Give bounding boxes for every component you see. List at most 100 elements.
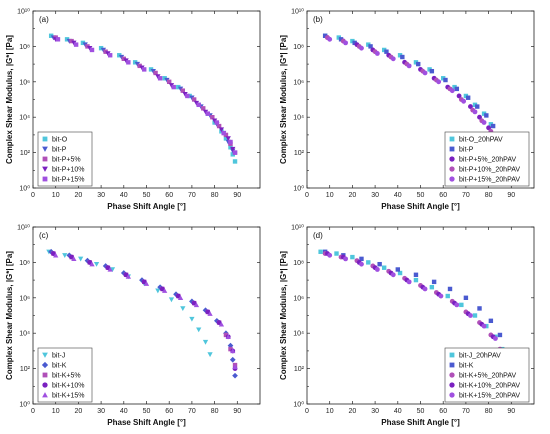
data-point [486,125,492,131]
data-point [477,114,482,120]
legend-box [444,131,530,187]
data-point [228,346,233,352]
x-tick-label: 40 [120,408,128,415]
data-point [202,307,209,314]
legend-entry: bit-J [52,353,65,360]
data-point [468,313,473,318]
legend-entry: bit-K [52,363,67,370]
data-point [211,118,218,124]
x-tick-label: 10 [326,192,334,199]
data-point [177,295,184,300]
legend-marker [41,361,49,369]
legend-marker [449,392,455,398]
data-point [189,298,195,305]
data-point [73,42,79,47]
x-tick-label: 50 [143,408,151,415]
data-point [381,265,387,270]
y-axis-label: Complex Shear Modulus, |G*| [Pa] [279,35,288,164]
data-point [366,260,371,265]
y-tick-label: 10⁶ [19,295,30,302]
data-point [109,267,116,273]
data-point [205,111,210,116]
data-point [381,47,387,53]
y-tick-label: 10⁴ [293,115,304,122]
data-point [225,334,231,339]
data-point [490,123,496,129]
data-point [343,256,349,262]
data-point [475,104,480,109]
data-point [193,100,200,106]
data-point [327,36,333,42]
data-point [223,332,229,338]
x-tick-label: 80 [485,408,493,415]
data-point [196,102,201,108]
legend-marker [42,372,48,378]
data-point [173,291,179,298]
legend-entry: bit-O [52,137,68,144]
data-point [207,311,213,316]
data-point [395,267,400,272]
data-point [228,139,233,145]
data-point [55,37,61,42]
data-point [452,84,457,90]
data-point [350,38,355,44]
x-tick-label: 20 [75,192,83,199]
legend-marker [449,372,455,378]
x-tick-label: 60 [439,192,447,199]
legend-entry: bit-P [459,147,474,154]
y-tick-label: 10⁴ [19,331,30,338]
legend-entry: bit-K+10% [52,383,85,390]
data-point [497,332,503,338]
data-point [139,65,145,71]
y-tick-label: 10¹⁰ [17,8,30,16]
legend-marker [449,136,455,142]
data-point [454,86,460,92]
x-tick-label: 60 [439,408,447,415]
data-point [481,323,487,329]
data-point [447,286,453,292]
x-tick-label: 90 [507,408,515,415]
y-tick-label: 10⁴ [293,331,304,338]
data-point [232,372,238,379]
data-point [182,91,188,97]
legend-marker [42,392,48,398]
y-tick-label: 10² [294,150,305,157]
legend-box [444,347,530,403]
data-point [477,306,482,311]
x-tick-label: 0 [305,408,309,415]
data-point [71,40,77,46]
legend-entry: bit-K+15% [52,393,85,400]
y-tick-label: 10² [20,366,31,373]
series-layer [46,248,238,379]
data-point [232,150,238,155]
data-point [449,88,455,94]
x-tick-label: 30 [371,192,379,199]
x-tick-label: 90 [233,408,241,415]
data-point [492,336,498,341]
chart-panel: 0 10 20 30 40 50 60 70 80 90 10⁰ 10² 10⁴ 10⁶ 10⁸ 10¹⁰ Ph… [279,224,535,427]
legend-marker [42,382,48,388]
legend-entry: bit-K+15%_20hPAV [459,393,520,400]
x-tick-label: 80 [211,192,219,199]
data-point [366,42,371,47]
legend-marker [449,156,455,162]
y-tick-label: 10⁰ [293,401,304,409]
x-tick-label: 20 [349,192,357,199]
data-point [374,267,380,272]
y-axis-label: Complex Shear Modulus, |G*| [Pa] [5,251,14,380]
legend-entry: bit-P+10% [52,167,85,174]
series-layer [48,33,238,164]
legend-marker [449,146,455,152]
legend: bit-O bit-P bit-P+5% bit-P+10% bit-P+15% [37,131,93,187]
data-point [93,261,100,267]
data-point [465,95,471,100]
data-point [459,302,464,308]
x-tick-label: 30 [371,408,379,415]
data-point [441,76,446,81]
data-point [232,159,238,164]
y-tick-label: 10⁰ [293,185,304,193]
data-point [390,272,396,278]
data-point [456,93,462,99]
data-point [413,272,419,277]
